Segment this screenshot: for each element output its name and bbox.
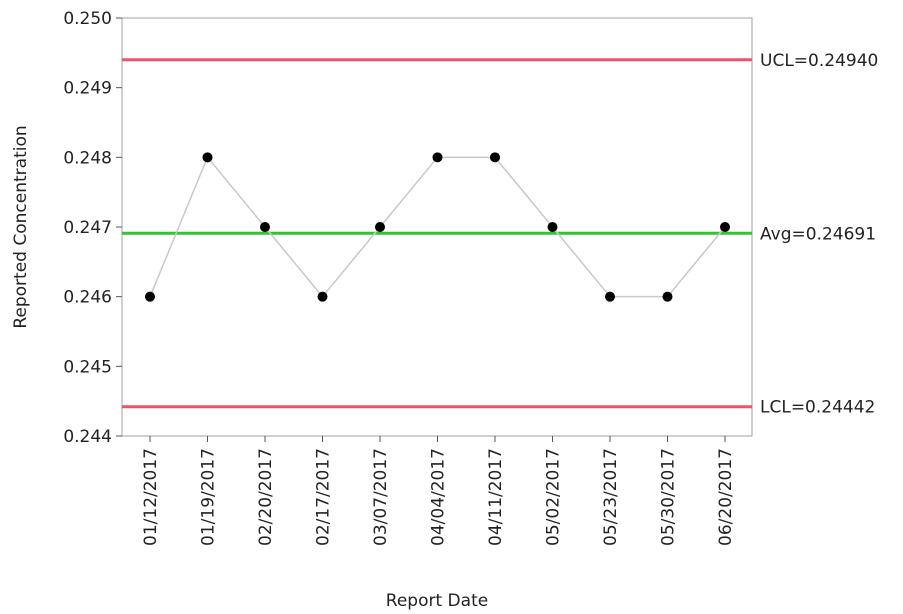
data-point-8	[605, 291, 615, 302]
x-tick-label-3: 02/17/2017	[314, 448, 334, 546]
data-point-4	[375, 222, 385, 232]
data-point-2	[260, 222, 270, 232]
y-tick-label-0: 0.244	[63, 427, 112, 447]
data-point-7	[547, 222, 558, 232]
y-tick-label-3: 0.247	[63, 218, 112, 238]
y-tick-label-4: 0.248	[63, 148, 112, 168]
y-tick-label-6: 0.250	[63, 9, 112, 29]
y-tick-label-1: 0.245	[63, 357, 112, 377]
y-axis-title: Reported Concentration	[11, 125, 31, 328]
data-point-6	[490, 152, 500, 163]
avg-label: Avg=0.24691	[760, 224, 876, 244]
lcl-label: LCL=0.24442	[760, 398, 875, 418]
data-point-0	[145, 291, 155, 302]
x-tick-label-5: 04/04/2017	[429, 448, 449, 546]
data-point-10	[720, 222, 730, 232]
data-point-5	[432, 152, 443, 163]
x-tick-label-1: 01/19/2017	[199, 448, 219, 546]
x-tick-label-2: 02/20/2017	[256, 448, 276, 546]
y-tick-label-5: 0.249	[63, 79, 112, 99]
plot-frame	[121, 17, 753, 437]
x-tick-label-8: 05/23/2017	[601, 448, 621, 546]
ucl-label: UCL=0.24940	[760, 51, 878, 71]
data-point-1	[202, 152, 213, 163]
series-line	[149, 155, 726, 298]
x-tick-label-4: 03/07/2017	[371, 448, 391, 546]
data-point-3	[317, 291, 328, 302]
x-tick-label-0: 01/12/2017	[141, 448, 161, 546]
x-tick-label-7: 05/02/2017	[544, 448, 564, 546]
x-tick-label-6: 04/11/2017	[486, 448, 506, 546]
y-tick-label-2: 0.246	[63, 288, 112, 308]
x-tick-label-9: 05/30/2017	[659, 448, 679, 546]
x-tick-label-10: 06/20/2017	[716, 448, 736, 546]
data-point-9	[662, 291, 673, 302]
x-axis-title: Report Date	[386, 591, 488, 611]
